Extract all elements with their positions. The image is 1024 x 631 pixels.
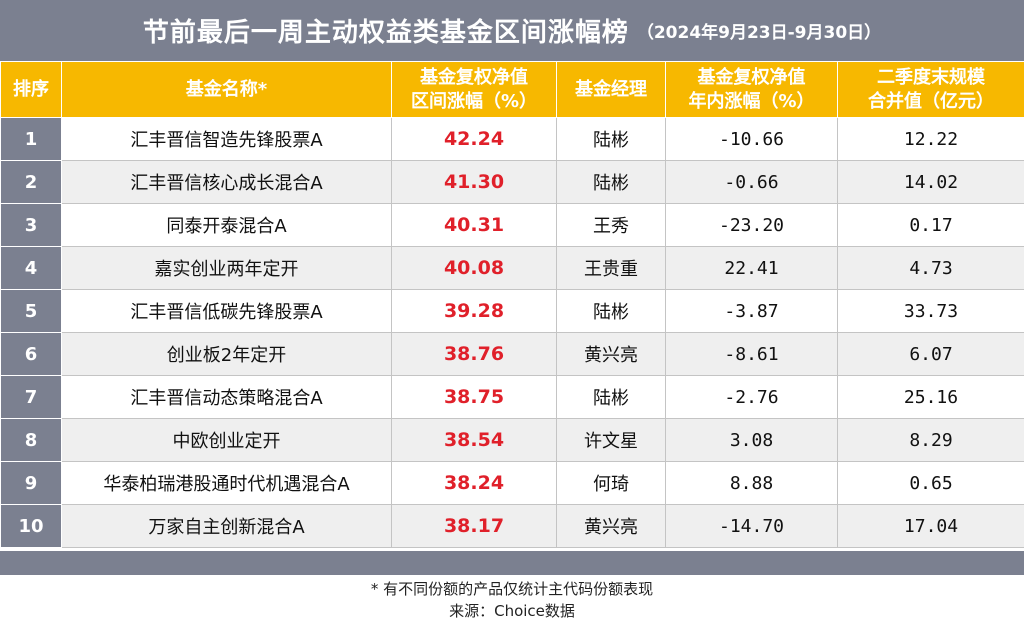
ytd-return-cell: 3.08 xyxy=(665,418,838,462)
fund-name-cell: 创业板2年定开 xyxy=(61,332,392,376)
manager-cell: 陆彬 xyxy=(556,375,666,419)
rank-cell: 9 xyxy=(0,461,62,505)
manager-cell: 王秀 xyxy=(556,203,666,247)
aum-cell: 0.17 xyxy=(837,203,1024,247)
period-return-cell: 38.54 xyxy=(391,418,557,462)
aum-cell: 0.65 xyxy=(837,461,1024,505)
period-return-cell: 41.30 xyxy=(391,160,557,204)
aum-cell: 25.16 xyxy=(837,375,1024,419)
table-row: 4 嘉实创业两年定开 40.08 王贵重 22.41 4.73 xyxy=(0,246,1024,290)
aum-cell: 14.02 xyxy=(837,160,1024,204)
aum-cell: 12.22 xyxy=(837,117,1024,161)
ytd-return-cell: 22.41 xyxy=(665,246,838,290)
ytd-return-cell: -10.66 xyxy=(665,117,838,161)
header-aum: 二季度末规模 合并值（亿元） xyxy=(837,61,1024,118)
period-return-cell: 40.31 xyxy=(391,203,557,247)
rank-cell: 6 xyxy=(0,332,62,376)
ytd-return-cell: -23.20 xyxy=(665,203,838,247)
fund-name-cell: 华泰柏瑞港股通时代机遇混合A xyxy=(61,461,392,505)
date-range: （2024年9月23日-9月30日） xyxy=(636,23,882,43)
table-row: 2 汇丰晋信核心成长混合A 41.30 陆彬 -0.66 14.02 xyxy=(0,160,1024,204)
header-name: 基金名称* xyxy=(61,61,392,118)
table-row: 7 汇丰晋信动态策略混合A 38.75 陆彬 -2.76 25.16 xyxy=(0,375,1024,419)
ytd-return-cell: -8.61 xyxy=(665,332,838,376)
footer-bar xyxy=(0,551,1024,575)
page-title: 节前最后一周主动权益类基金区间涨幅榜 xyxy=(142,18,629,48)
source-note: 来源：Choice数据 xyxy=(449,602,575,620)
period-return-cell: 38.76 xyxy=(391,332,557,376)
period-return-cell: 39.28 xyxy=(391,289,557,333)
aum-cell: 8.29 xyxy=(837,418,1024,462)
ytd-return-cell: -14.70 xyxy=(665,504,838,548)
table-row: 5 汇丰晋信低碳先锋股票A 39.28 陆彬 -3.87 33.73 xyxy=(0,289,1024,333)
rank-cell: 5 xyxy=(0,289,62,333)
manager-cell: 何琦 xyxy=(556,461,666,505)
ytd-return-cell: -0.66 xyxy=(665,160,838,204)
fund-name-cell: 万家自主创新混合A xyxy=(61,504,392,548)
table-header-row: 排序 基金名称* 基金复权净值 区间涨幅（%） 基金经理 基金复权净值 年内涨幅… xyxy=(0,61,1024,118)
period-return-cell: 40.08 xyxy=(391,246,557,290)
rank-cell: 7 xyxy=(0,375,62,419)
rank-cell: 3 xyxy=(0,203,62,247)
manager-cell: 王贵重 xyxy=(556,246,666,290)
table-row: 10 万家自主创新混合A 38.17 黄兴亮 -14.70 17.04 xyxy=(0,504,1024,548)
aum-cell: 6.07 xyxy=(837,332,1024,376)
fund-name-cell: 汇丰晋信智造先锋股票A xyxy=(61,117,392,161)
header-ytd-return: 基金复权净值 年内涨幅（%） xyxy=(665,61,838,118)
aum-cell: 33.73 xyxy=(837,289,1024,333)
rank-cell: 2 xyxy=(0,160,62,204)
manager-cell: 陆彬 xyxy=(556,289,666,333)
rank-cell: 8 xyxy=(0,418,62,462)
footnote: * 有不同份额的产品仅统计主代码份额表现 xyxy=(370,580,654,598)
rank-cell: 4 xyxy=(0,246,62,290)
ytd-return-cell: 8.88 xyxy=(665,461,838,505)
header-rank: 排序 xyxy=(0,61,62,118)
manager-cell: 黄兴亮 xyxy=(556,504,666,548)
manager-cell: 许文星 xyxy=(556,418,666,462)
footer-notes: * 有不同份额的产品仅统计主代码份额表现 来源：Choice数据 xyxy=(0,578,1024,622)
table-row: 8 中欧创业定开 38.54 许文星 3.08 8.29 xyxy=(0,418,1024,462)
table-row: 3 同泰开泰混合A 40.31 王秀 -23.20 0.17 xyxy=(0,203,1024,247)
period-return-cell: 38.24 xyxy=(391,461,557,505)
ytd-return-cell: -3.87 xyxy=(665,289,838,333)
fund-name-cell: 同泰开泰混合A xyxy=(61,203,392,247)
aum-cell: 4.73 xyxy=(837,246,1024,290)
title-bar: 节前最后一周主动权益类基金区间涨幅榜 （2024年9月23日-9月30日） xyxy=(0,0,1024,61)
header-period-return: 基金复权净值 区间涨幅（%） xyxy=(391,61,557,118)
period-return-cell: 38.75 xyxy=(391,375,557,419)
fund-name-cell: 汇丰晋信低碳先锋股票A xyxy=(61,289,392,333)
period-return-cell: 38.17 xyxy=(391,504,557,548)
manager-cell: 陆彬 xyxy=(556,160,666,204)
fund-name-cell: 汇丰晋信动态策略混合A xyxy=(61,375,392,419)
rank-cell: 10 xyxy=(0,504,62,548)
manager-cell: 黄兴亮 xyxy=(556,332,666,376)
fund-ranking-table: 排序 基金名称* 基金复权净值 区间涨幅（%） 基金经理 基金复权净值 年内涨幅… xyxy=(0,61,1024,548)
table-row: 1 汇丰晋信智造先锋股票A 42.24 陆彬 -10.66 12.22 xyxy=(0,117,1024,161)
aum-cell: 17.04 xyxy=(837,504,1024,548)
ytd-return-cell: -2.76 xyxy=(665,375,838,419)
fund-name-cell: 中欧创业定开 xyxy=(61,418,392,462)
rank-cell: 1 xyxy=(0,117,62,161)
manager-cell: 陆彬 xyxy=(556,117,666,161)
table-row: 9 华泰柏瑞港股通时代机遇混合A 38.24 何琦 8.88 0.65 xyxy=(0,461,1024,505)
table-row: 6 创业板2年定开 38.76 黄兴亮 -8.61 6.07 xyxy=(0,332,1024,376)
fund-name-cell: 汇丰晋信核心成长混合A xyxy=(61,160,392,204)
fund-name-cell: 嘉实创业两年定开 xyxy=(61,246,392,290)
period-return-cell: 42.24 xyxy=(391,117,557,161)
header-manager: 基金经理 xyxy=(556,61,666,118)
